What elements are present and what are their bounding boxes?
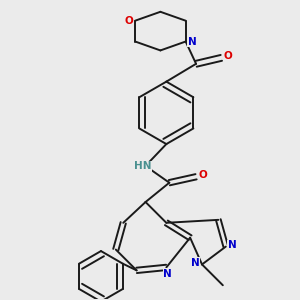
Text: N: N [228,240,237,250]
Text: N: N [163,269,172,279]
Text: O: O [224,51,232,62]
Text: HN: HN [134,161,151,171]
Text: O: O [124,16,133,26]
Text: N: N [191,258,200,268]
Text: N: N [188,37,197,46]
Text: O: O [198,170,207,180]
